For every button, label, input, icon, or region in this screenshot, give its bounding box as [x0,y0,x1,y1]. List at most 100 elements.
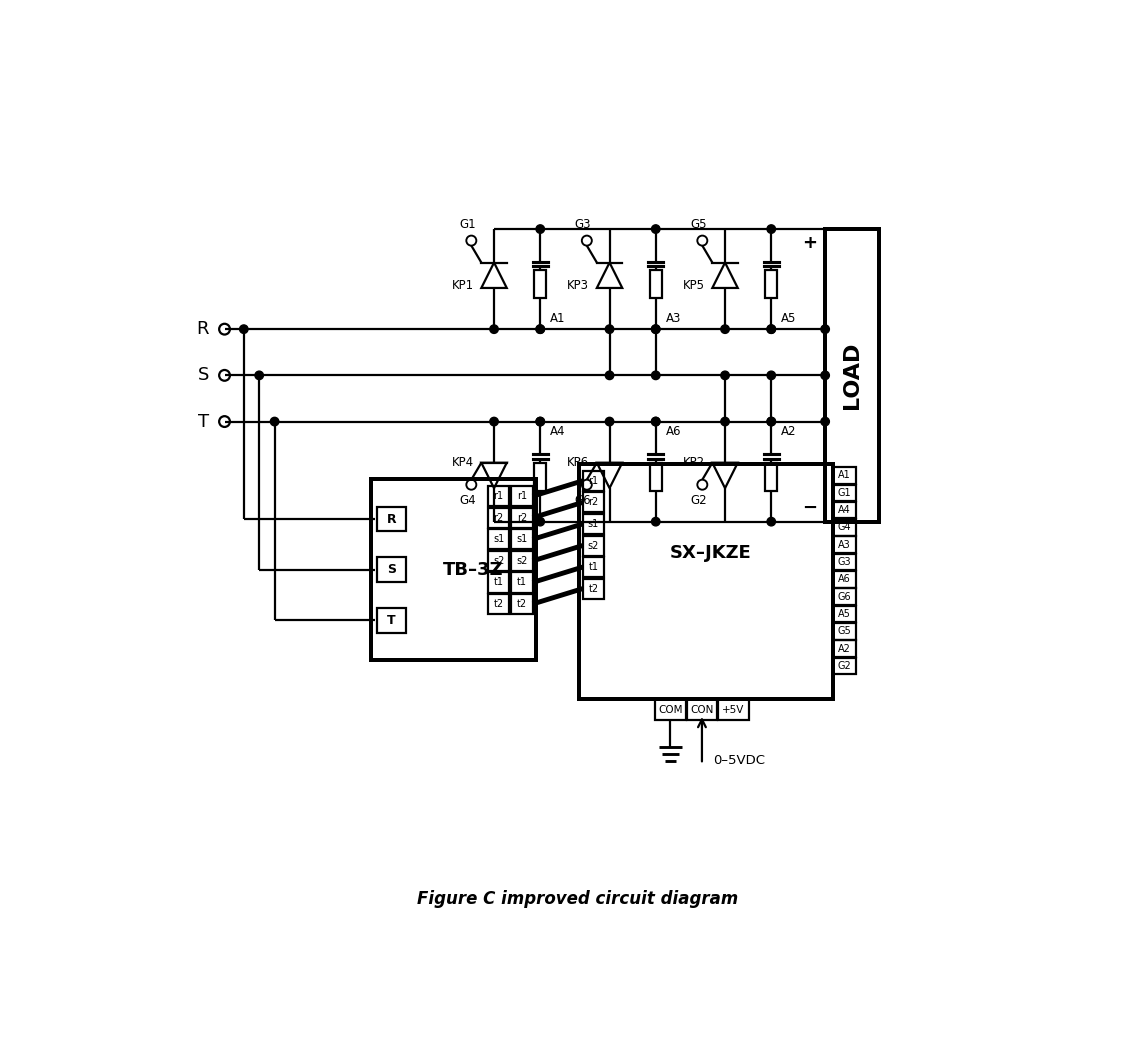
Text: Figure C improved circuit diagram: Figure C improved circuit diagram [417,890,738,908]
Text: KP5: KP5 [683,279,704,292]
Bar [655,699,685,721]
Text: KP3: KP3 [567,279,589,292]
Circle shape [767,224,775,233]
Circle shape [605,371,614,380]
Text: G5: G5 [690,218,707,231]
Text: 0–5VDC: 0–5VDC [713,754,765,767]
Text: r1: r1 [588,476,598,486]
Bar [686,699,718,721]
Text: G1: G1 [837,488,851,498]
Bar [825,229,879,521]
Bar [583,536,604,556]
Text: G6: G6 [575,494,592,508]
Circle shape [536,325,544,334]
Bar [583,514,604,534]
Text: G6: G6 [837,592,851,602]
Text: TB–3Z: TB–3Z [443,561,504,579]
Bar [378,608,406,633]
Circle shape [767,517,775,526]
Circle shape [820,418,829,426]
Text: G2: G2 [837,661,851,671]
Circle shape [651,224,660,233]
Text: s2: s2 [492,556,505,565]
Bar [833,658,855,675]
Bar [511,573,533,593]
Text: A2: A2 [781,426,797,438]
Text: +5V: +5V [722,705,745,714]
Text: s1: s1 [492,534,504,544]
Bar [511,530,533,550]
Bar [378,557,406,582]
Text: A6: A6 [838,575,851,584]
Circle shape [651,418,660,426]
Text: A5: A5 [781,313,797,325]
Text: T: T [388,614,396,627]
Circle shape [767,418,775,426]
Bar [833,501,855,518]
Bar [833,571,855,587]
Bar [534,271,547,298]
Bar [833,554,855,571]
Bar [583,579,604,599]
Circle shape [605,325,614,334]
Bar [488,508,509,528]
Text: r1: r1 [494,491,504,501]
Bar [833,536,855,553]
Bar [511,594,533,614]
Circle shape [270,418,278,426]
Text: s1: s1 [516,534,527,544]
Text: r2: r2 [516,513,527,522]
Bar [765,271,778,298]
Bar [833,641,855,657]
Bar [833,605,855,622]
Text: G2: G2 [690,494,707,508]
Text: −: − [802,499,817,517]
Bar [833,485,855,501]
Text: LOAD: LOAD [842,342,862,409]
Circle shape [536,325,544,334]
Text: T: T [198,412,210,430]
Bar [371,479,536,660]
Text: A4: A4 [550,426,566,438]
Bar [833,467,855,484]
Bar [583,557,604,577]
Circle shape [651,418,660,426]
Text: S: S [197,366,210,384]
Text: s2: s2 [516,556,527,565]
Bar [511,508,533,528]
Circle shape [651,371,660,380]
Text: t1: t1 [588,562,598,572]
Circle shape [651,325,660,334]
Bar [833,588,855,605]
Text: A1: A1 [838,470,851,480]
Text: s2: s2 [587,540,600,551]
Text: t2: t2 [494,599,504,609]
Text: t2: t2 [588,583,598,594]
Text: G5: G5 [837,626,851,637]
Bar [511,487,533,507]
Circle shape [651,517,660,526]
Circle shape [767,418,775,426]
Text: s1: s1 [588,519,598,529]
Circle shape [721,371,729,380]
Text: KP1: KP1 [452,279,473,292]
Circle shape [536,224,544,233]
Text: G4: G4 [459,494,476,508]
Text: A3: A3 [838,540,851,550]
Text: G4: G4 [837,522,851,533]
Text: A3: A3 [666,313,681,325]
Text: COM: COM [658,705,683,714]
Bar [583,492,604,512]
Circle shape [721,418,729,426]
Text: G3: G3 [575,218,592,231]
Text: r2: r2 [494,513,504,522]
Circle shape [767,371,775,380]
Text: +: + [802,234,817,252]
Text: t2: t2 [516,599,526,609]
Text: KP6: KP6 [567,456,589,469]
Bar [488,594,509,614]
Text: r1: r1 [516,491,526,501]
Text: G1: G1 [459,218,476,231]
Circle shape [820,371,829,380]
Text: t1: t1 [494,578,504,587]
